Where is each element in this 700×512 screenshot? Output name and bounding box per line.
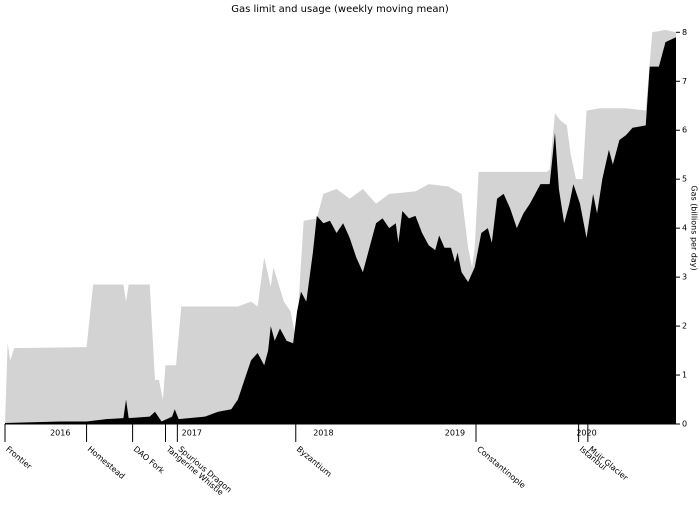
y-tick-label: 2 bbox=[682, 322, 687, 331]
event-label: Frontier bbox=[4, 445, 34, 472]
event-label: DAO Fork bbox=[132, 445, 167, 476]
y-tick-label: 8 bbox=[682, 28, 687, 37]
y-tick-label: 7 bbox=[682, 77, 687, 86]
x-tick-label: 2020 bbox=[576, 429, 596, 438]
event-label: Byzantium bbox=[295, 445, 334, 479]
event-label: Constantinople bbox=[475, 445, 527, 491]
x-tick-label: 2017 bbox=[182, 429, 202, 438]
y-tick-label: 4 bbox=[682, 224, 687, 233]
x-tick-label: 2019 bbox=[445, 429, 465, 438]
y-tick-label: 5 bbox=[682, 175, 687, 184]
event-label: Homestead bbox=[86, 445, 127, 481]
y-axis-label: Gas (billions per day) bbox=[690, 185, 699, 270]
area bbox=[5, 37, 676, 424]
y-tick-label: 6 bbox=[682, 126, 687, 135]
event-label: Spurious Dragon bbox=[176, 445, 233, 495]
event-label: Tangerine Whistle bbox=[164, 444, 225, 497]
x-tick-label: 2018 bbox=[313, 429, 333, 438]
y-tick-label: 1 bbox=[682, 371, 687, 380]
chart-title: Gas limit and usage (weekly moving mean) bbox=[231, 4, 449, 15]
x-tick-label: 2016 bbox=[50, 429, 70, 438]
y-tick-label: 3 bbox=[682, 273, 687, 282]
y-tick-label: 0 bbox=[682, 420, 687, 429]
